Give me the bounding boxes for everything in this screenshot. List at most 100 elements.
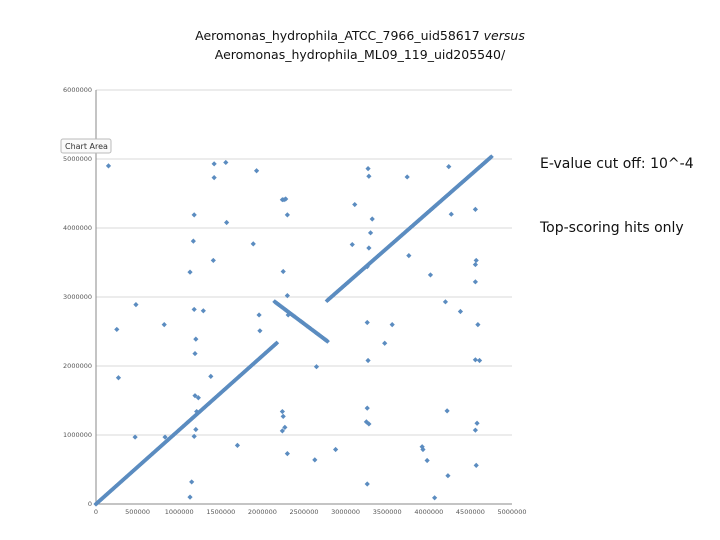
scatter-point [382, 340, 388, 346]
scatter-point [406, 253, 412, 259]
scatter-point [475, 322, 481, 328]
chart-tick-labels: 0 1000000 2000000 3000000 4000000 5000000 6000… [63, 86, 526, 516]
scatter-point [195, 395, 201, 401]
scatter-point [192, 350, 198, 357]
scatter-point [187, 269, 193, 275]
scatter-point [363, 419, 369, 425]
scatter-point [280, 413, 286, 419]
x-tick-label: 4000000 [414, 508, 443, 516]
y-tick-label: 4000000 [63, 224, 92, 232]
scatter-point [427, 272, 434, 278]
x-tick-label: 2000000 [248, 508, 277, 516]
scatter-point [352, 201, 358, 208]
scatter-point [285, 312, 291, 318]
scatter-point [474, 420, 480, 426]
scatter-point [193, 336, 199, 342]
scatter-point [366, 173, 372, 179]
scatter-point [279, 428, 285, 434]
scatter-point [457, 308, 464, 315]
x-tick-label: 3500000 [373, 508, 402, 516]
scatter-point [284, 212, 290, 218]
evalue-cutoff-note: E-value cut off: 10^-4 [540, 156, 694, 172]
y-tick-label: 0 [88, 500, 92, 508]
x-tick-label: 2500000 [290, 508, 319, 516]
title-line-1: Aeromonas_hydrophila_ATCC_7966_uid58617 … [140, 26, 580, 45]
scatter-point [253, 168, 260, 174]
scatter-point [190, 238, 196, 244]
y-tick-label: 6000000 [63, 86, 92, 94]
scatter-point [364, 319, 370, 326]
scatter-point [223, 159, 229, 166]
scatter-point [194, 408, 200, 415]
scatter-point [189, 479, 195, 485]
scatter-point [442, 299, 449, 305]
scatter-point [432, 495, 438, 501]
synteny-point [273, 340, 280, 346]
scatter-point [280, 268, 286, 275]
scatter-point [369, 216, 375, 222]
scatter-point [279, 408, 285, 415]
scatter-point [250, 241, 256, 247]
scatter-point [200, 308, 206, 314]
scatter-point [284, 451, 290, 457]
scatter-point [313, 364, 320, 370]
scatter-point [114, 326, 120, 333]
scatter-point [283, 196, 289, 202]
scatter-point [420, 446, 426, 453]
scatter-point [389, 322, 395, 328]
scatter-point [210, 257, 216, 264]
scatter-point [404, 174, 410, 180]
scatter-point [366, 421, 372, 427]
chart-area-tooltip: Chart Area [60, 138, 112, 154]
scatter-point [132, 434, 138, 440]
y-tick-label: 2000000 [63, 362, 92, 370]
scatter-point [191, 306, 197, 313]
scatter-point [187, 494, 193, 500]
scatter-point [115, 375, 122, 381]
scatter-point [192, 393, 198, 399]
scatter-point [365, 357, 371, 364]
title-versus: versus [483, 28, 525, 43]
title-line-2: Aeromonas_hydrophila_ML09_119_uid205540/ [214, 47, 506, 62]
x-tick-label: 4500000 [456, 508, 485, 516]
scatter-point [208, 373, 214, 379]
y-tick-label: 1000000 [63, 431, 92, 439]
scatter-point [364, 264, 370, 270]
chart-axes [95, 90, 512, 505]
scatter-point [333, 446, 339, 453]
scatter-point [234, 442, 241, 448]
scatter-point [257, 328, 263, 334]
scatter-point [161, 322, 167, 328]
scatter-point [256, 312, 262, 318]
scatter-point [472, 427, 478, 433]
x-tick-label: 1500000 [206, 508, 235, 516]
synteny-point [488, 154, 494, 160]
scatter-point [282, 424, 288, 431]
scatter-point [364, 405, 370, 411]
x-tick-label: 0 [94, 508, 98, 516]
scatter-point [472, 261, 478, 268]
chart-data-points [93, 154, 494, 507]
scatter-point [193, 426, 199, 433]
scatter-point [162, 434, 168, 440]
scatter-point [211, 175, 217, 181]
scatter-point [445, 473, 451, 479]
scatter-point [448, 211, 454, 217]
x-tick-label: 3000000 [331, 508, 360, 516]
scatter-point [476, 357, 483, 364]
chart-area-tooltip-label: Chart Area [65, 142, 108, 151]
chart-title: Aeromonas_hydrophila_ATCC_7966_uid58617 … [140, 26, 580, 64]
scatter-point [211, 161, 217, 167]
scatter-point [366, 245, 372, 251]
scatter-point [473, 257, 479, 264]
x-tick-label: 1000000 [165, 508, 194, 516]
scatter-point [446, 163, 452, 170]
synteny-point [324, 338, 330, 344]
scatter-point [424, 457, 430, 464]
scatter-point [191, 433, 197, 439]
scatter-point [472, 206, 478, 212]
y-tick-label: 5000000 [63, 155, 92, 163]
scatter-point [133, 301, 139, 308]
chart-gridlines [96, 89, 512, 436]
